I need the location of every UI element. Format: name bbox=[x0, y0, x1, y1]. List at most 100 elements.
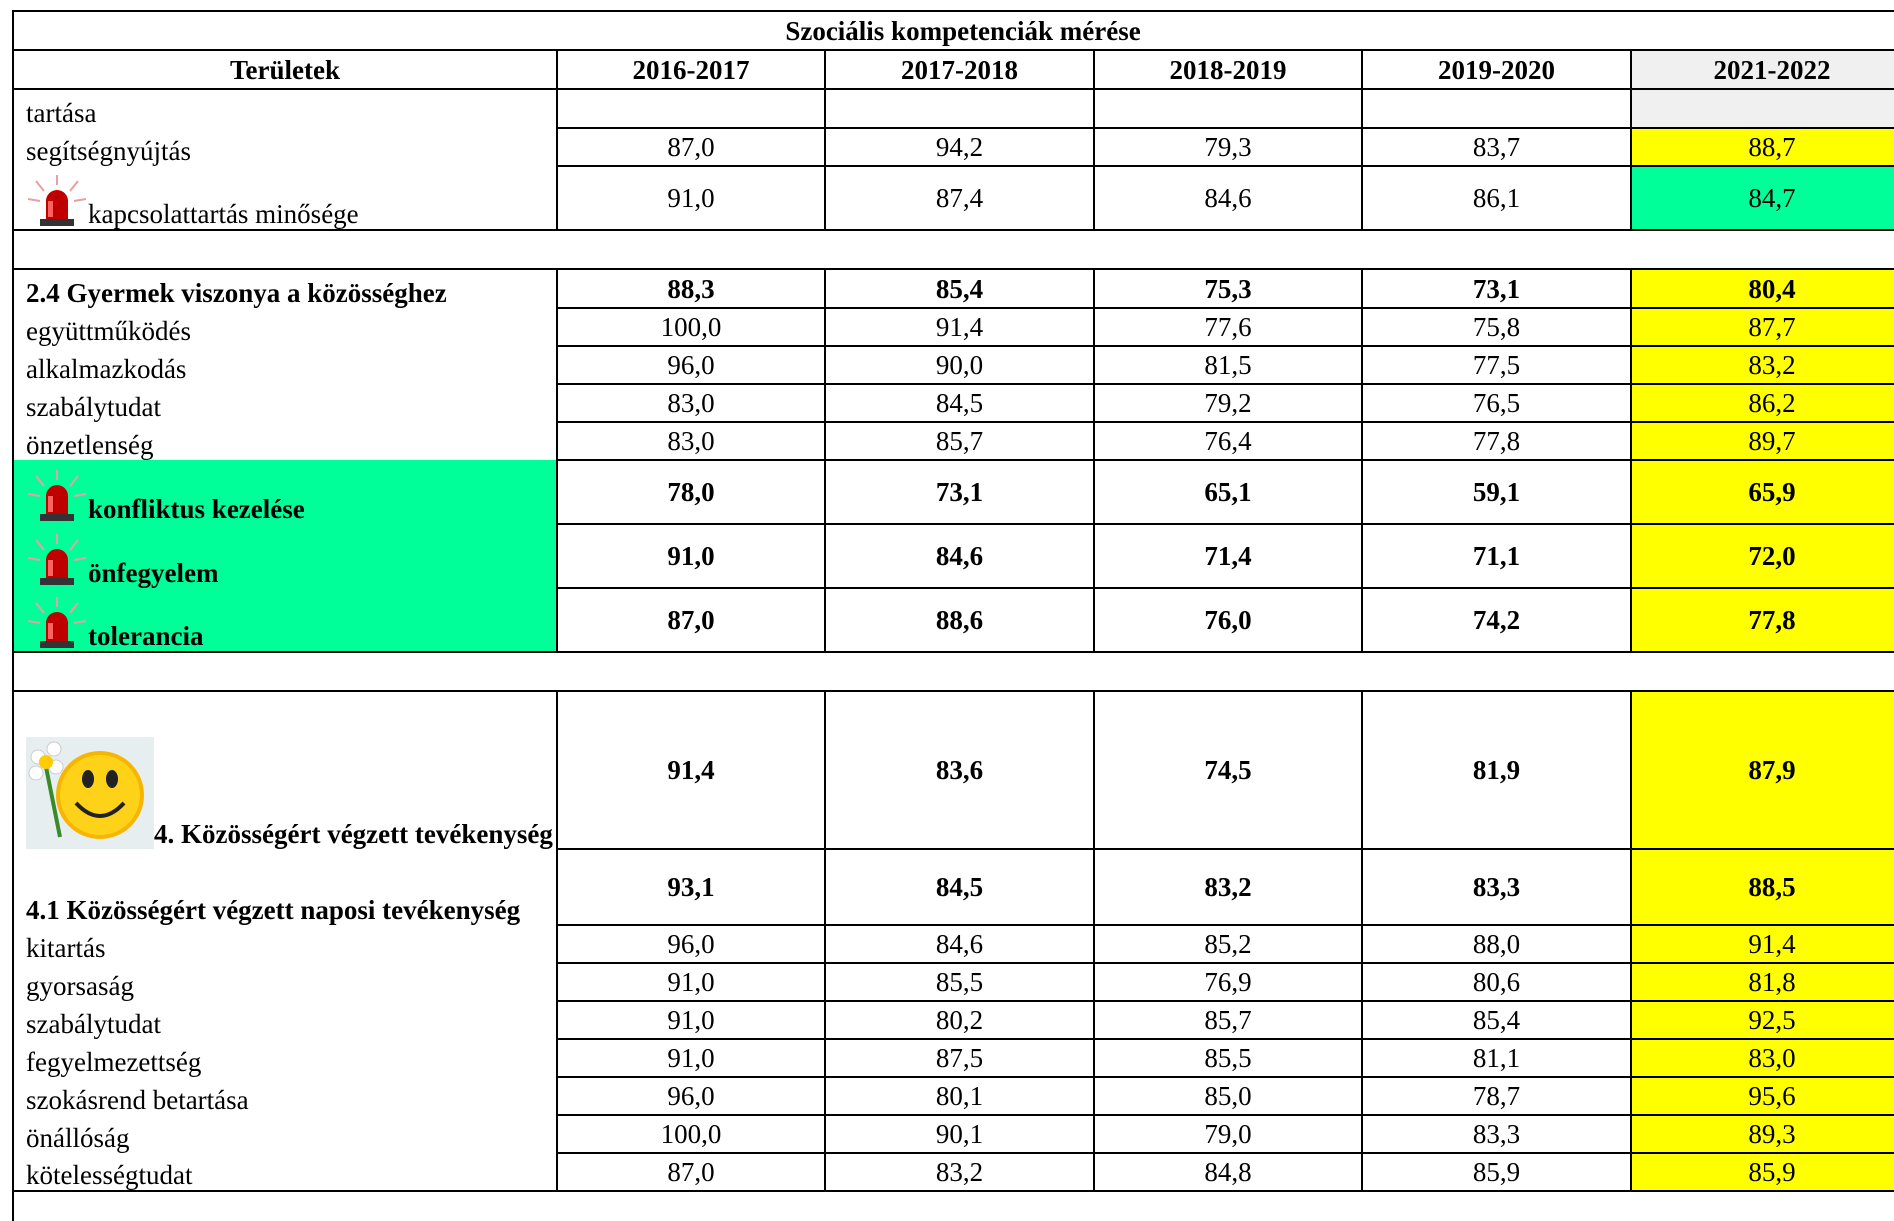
title-row: Szociális kompetenciák mérése bbox=[11, 10, 1894, 51]
value-cell: 81,9 bbox=[1361, 690, 1632, 850]
value-cell: 85,2 bbox=[1093, 924, 1363, 964]
value-cell: 83,3 bbox=[1361, 848, 1632, 926]
value-cell: 76,4 bbox=[1093, 421, 1363, 461]
value-cell: 93,1 bbox=[556, 848, 826, 926]
value-cell: 84,8 bbox=[1093, 1152, 1363, 1192]
value-cell: 89,7 bbox=[1629, 421, 1894, 461]
value-cell: 84,5 bbox=[824, 383, 1095, 423]
value-cell: 84,6 bbox=[1093, 165, 1363, 231]
table-row: kapcsolattartás minősége 91,0 87,4 84,6 86,1… bbox=[12, 165, 1894, 231]
value-cell: 88,7 bbox=[1629, 127, 1894, 167]
value-cell: 73,1 bbox=[824, 459, 1095, 525]
value-cell: 80,6 bbox=[1361, 962, 1632, 1002]
row-label: segítségnyújtás bbox=[12, 128, 558, 166]
value-cell: 86,2 bbox=[1629, 383, 1894, 423]
value-cell: 85,7 bbox=[824, 421, 1095, 461]
value-cell: 85,5 bbox=[1093, 1038, 1363, 1078]
value-cell: 79,0 bbox=[1093, 1114, 1363, 1154]
value-cell: 87,0 bbox=[556, 127, 826, 167]
spacer-row bbox=[11, 651, 1894, 692]
label-text: 4.1 Közösségért végzett naposi tevékenys… bbox=[26, 895, 521, 925]
row-label: tartása bbox=[12, 89, 558, 128]
value-cell: 83,2 bbox=[824, 1152, 1095, 1192]
table: Szociális kompetenciák mérése Területek 20… bbox=[11, 10, 1894, 1221]
value-cell: 80,1 bbox=[824, 1076, 1095, 1116]
value-cell: 80,2 bbox=[824, 1000, 1095, 1040]
label-text: önzetlenség bbox=[26, 430, 154, 460]
value-cell: 77,5 bbox=[1361, 345, 1632, 385]
value-cell: 95,6 bbox=[1629, 1076, 1894, 1116]
value-cell: 77,8 bbox=[1629, 587, 1894, 653]
value-cell: 88,6 bbox=[824, 587, 1095, 653]
table-row: szokásrend betartása 96,0 80,1 85,0 78,7 95,6 bbox=[12, 1076, 1894, 1116]
label-text: kitartás bbox=[26, 933, 106, 963]
row-label: kitartás bbox=[12, 925, 558, 963]
value-cell: 59,1 bbox=[1361, 459, 1632, 525]
spacer-cell bbox=[11, 1190, 1894, 1221]
value-cell: 65,1 bbox=[1093, 459, 1363, 525]
label-text: kötelességtudat bbox=[26, 1160, 193, 1190]
row-label: 2.4 Gyermek viszonya a közösséghez bbox=[12, 269, 558, 308]
value-cell: 91,0 bbox=[556, 165, 826, 231]
value-cell: 87,9 bbox=[1629, 690, 1894, 850]
empty-cell bbox=[1093, 88, 1363, 129]
column-header: 2016-2017 bbox=[556, 49, 826, 90]
table-row: gyorsaság 91,0 85,5 76,9 80,6 81,8 bbox=[12, 962, 1894, 1002]
value-cell: 88,0 bbox=[1361, 924, 1632, 964]
spacer-cell bbox=[11, 651, 1894, 692]
value-cell: 87,7 bbox=[1629, 307, 1894, 347]
value-cell: 79,2 bbox=[1093, 383, 1363, 423]
value-cell: 88,5 bbox=[1629, 848, 1894, 926]
value-cell: 71,4 bbox=[1093, 523, 1363, 589]
value-cell: 91,0 bbox=[556, 962, 826, 1002]
table-row: fegyelmezettség 91,0 87,5 85,5 81,1 83,0 bbox=[12, 1038, 1894, 1078]
empty-cell bbox=[556, 88, 826, 129]
row-label: alkalmazkodás bbox=[12, 346, 558, 384]
value-cell: 94,2 bbox=[824, 127, 1095, 167]
label-text: tolerancia bbox=[88, 621, 204, 651]
table-row: alkalmazkodás 96,0 90,0 81,5 77,5 83,2 bbox=[12, 345, 1894, 385]
row-label: fegyelmezettség bbox=[12, 1039, 558, 1077]
value-cell: 100,0 bbox=[556, 1114, 826, 1154]
row-label: szabálytudat bbox=[12, 384, 558, 422]
value-cell: 91,0 bbox=[556, 1000, 826, 1040]
value-cell: 85,0 bbox=[1093, 1076, 1363, 1116]
column-header: Területek bbox=[12, 49, 558, 90]
value-cell: 81,5 bbox=[1093, 345, 1363, 385]
table-row: kötelességtudat 87,0 83,2 84,8 85,9 85,9 bbox=[12, 1152, 1894, 1192]
value-cell: 83,0 bbox=[556, 421, 826, 461]
value-cell: 83,0 bbox=[1629, 1038, 1894, 1078]
label-text: 2.4 Gyermek viszonya a közösséghez bbox=[26, 278, 447, 308]
row-label: 4. Közösségért végzett tevékenység bbox=[12, 691, 558, 849]
value-cell: 65,9 bbox=[1629, 459, 1894, 525]
column-header: 2017-2018 bbox=[824, 49, 1095, 90]
header-row: Területek 2016-2017 2017-2018 2018-2019 2019… bbox=[12, 49, 1894, 90]
column-header: 2021-2022 bbox=[1629, 49, 1894, 90]
label-text: együttműködés bbox=[26, 316, 191, 346]
value-cell: 77,8 bbox=[1361, 421, 1632, 461]
siren-icon bbox=[26, 597, 88, 651]
label-text: önfegyelem bbox=[88, 558, 219, 588]
empty-cell bbox=[824, 88, 1095, 129]
value-cell: 78,7 bbox=[1361, 1076, 1632, 1116]
value-cell: 85,5 bbox=[824, 962, 1095, 1002]
label-text: segítségnyújtás bbox=[26, 136, 191, 166]
value-cell: 88,3 bbox=[556, 268, 826, 309]
value-cell: 89,3 bbox=[1629, 1114, 1894, 1154]
table-row: segítségnyújtás 87,0 94,2 79,3 83,7 88,7 bbox=[12, 127, 1894, 167]
spacer-row bbox=[11, 1190, 1894, 1221]
siren-icon bbox=[26, 534, 88, 588]
value-cell: 96,0 bbox=[556, 345, 826, 385]
value-cell: 87,5 bbox=[824, 1038, 1095, 1078]
spacer-row bbox=[11, 229, 1894, 270]
value-cell: 83,0 bbox=[556, 383, 826, 423]
value-cell: 71,1 bbox=[1361, 523, 1632, 589]
value-cell: 83,2 bbox=[1629, 345, 1894, 385]
row-label: kapcsolattartás minősége bbox=[12, 166, 558, 230]
label-text: szokásrend betartása bbox=[26, 1085, 249, 1115]
value-cell: 84,6 bbox=[824, 924, 1095, 964]
row-label: szokásrend betartása bbox=[12, 1077, 558, 1115]
label-text: kapcsolattartás minősége bbox=[88, 199, 359, 229]
value-cell: 87,4 bbox=[824, 165, 1095, 231]
